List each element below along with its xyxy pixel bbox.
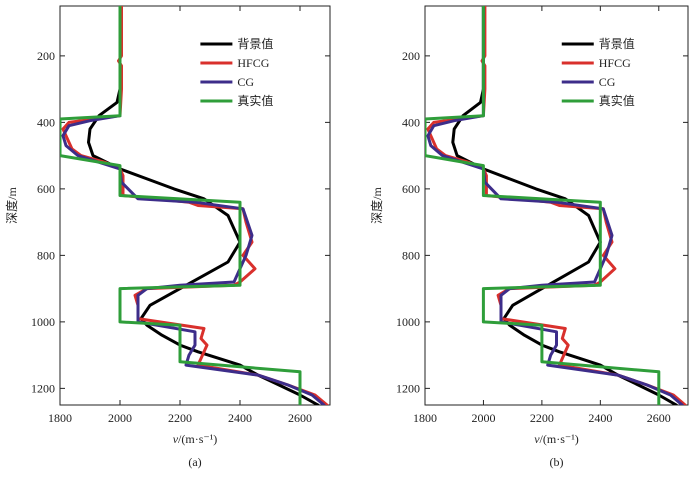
chart-panel-2: 1800 2000 2200 2400 2600 200 400 600 800 1000 1200… [369,5,689,469]
y-tick-label: 1200 [396,381,420,395]
x-tick-label: 2400 [228,411,252,425]
series-line-CG [61,6,326,405]
x-tick-label: 2000 [471,411,495,425]
data-lines [60,6,329,405]
y-tick-label: 400 [37,115,55,129]
plot-frame [59,5,331,406]
legend: 背景值 HFCG CG 真实值 [200,36,273,108]
y-tick-label: 1000 [31,315,55,329]
x-tick-label: 1800 [413,411,437,425]
x-tick-label: 1800 [48,411,72,425]
y-tick-label: 400 [402,115,420,129]
x-tick-label: 2000 [108,411,132,425]
legend-label-HFCG: HFCG [599,56,631,70]
y-tick-label: 1000 [396,315,420,329]
series-line-背景值 [87,6,320,405]
y-tick-label: 1200 [31,381,55,395]
x-tick-label: 2600 [288,411,312,425]
x-axis-label: v/(m·s⁻¹) [173,432,218,446]
legend-label-HFCG: HFCG [237,56,269,70]
legend-label-真实值: 真实值 [237,93,273,108]
legend-label-CG: CG [599,75,616,89]
y-tick-label: 800 [402,248,420,262]
legend: 背景值 HFCG CG 真实值 [561,36,635,108]
y-tick-label: 600 [402,182,420,196]
panel-caption: (a) [188,455,201,469]
series-line-CG [426,6,684,405]
series-line-真实值 [425,6,661,405]
x-tick-label: 2200 [530,411,554,425]
series-line-真实值 [60,6,302,405]
y-tick-label: 600 [37,182,55,196]
x-tick-label: 2400 [588,411,612,425]
series-line-背景值 [451,6,678,405]
x-axis-label: v/(m·s⁻¹) [534,432,579,446]
plot-frame [424,5,689,406]
legend-label-CG: CG [237,75,254,89]
y-axis-label: 深度/m [369,187,384,224]
y-tick-label: 200 [37,49,55,63]
y-tick-label: 200 [402,49,420,63]
legend-label-真实值: 真实值 [599,93,635,108]
y-tick-label: 800 [37,248,55,262]
legend-label-背景值: 背景值 [599,36,635,51]
x-tick-label: 2600 [647,411,671,425]
data-lines [425,6,687,405]
legend-label-背景值: 背景值 [237,36,273,51]
y-axis-label: 深度/m [4,187,19,224]
panel-caption: (b) [550,455,564,469]
x-tick-label: 2200 [168,411,192,425]
chart-panel-1: 1800 2000 2200 2400 2600 200 400 600 800 1000 1200… [4,5,331,469]
